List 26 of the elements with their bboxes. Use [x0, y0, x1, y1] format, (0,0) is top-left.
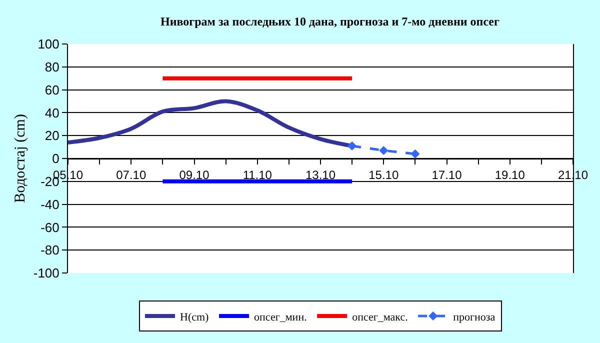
point [348, 141, 357, 150]
y-tick-label: -100 [33, 266, 60, 281]
y-axis-title: Водостај (cm) [12, 114, 29, 203]
legend-label: опсег_макс. [352, 311, 408, 324]
legend-label: H(cm) [180, 311, 210, 324]
point [379, 146, 388, 156]
point [410, 149, 420, 158]
y-tick-label: 60 [44, 82, 60, 98]
legend-label: прогноза [453, 311, 496, 324]
legend-label: опсег_мин. [254, 311, 308, 324]
y-tick-label: 100 [38, 36, 60, 52]
y-tick-label: 20 [44, 128, 60, 144]
y-tick-label: -40 [40, 196, 60, 212]
x-tick-label: 09.10 [179, 168, 210, 182]
x-tick-label: 07.10 [116, 168, 146, 182]
x-tick-label: 11.10 [242, 168, 272, 182]
y-tick-label: 0 [52, 151, 60, 166]
x-tick-label: 13.10 [305, 168, 336, 182]
chart-title: Нивограм за последњих 10 дана, прогноза и 7-мо дневни опсег [160, 14, 500, 29]
y-tick-label: 40 [44, 105, 60, 120]
x-tick-label: 15.10 [368, 168, 399, 182]
x-tick-label: 19.10 [494, 168, 526, 182]
y-tick-label: -60 [40, 220, 60, 235]
y-tick-label: 80 [44, 59, 60, 74]
x-tick-label: 17.10 [432, 168, 462, 182]
y-tick-label: -80 [40, 242, 60, 258]
